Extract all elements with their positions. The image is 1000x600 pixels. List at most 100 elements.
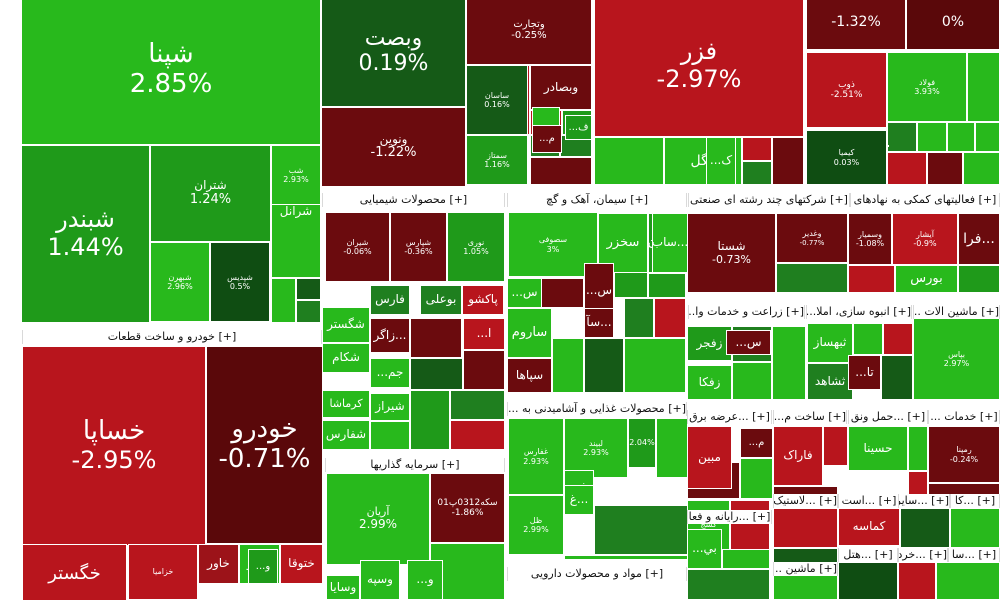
sector-header[interactable]: [+] خودرو و ساخت قطعات [22,330,322,344]
stock-tile[interactable]: شفارس [322,420,370,450]
stock-tile[interactable]: شب 2.93% [271,145,321,205]
stock-tile-unlabeled[interactable] [975,122,1000,152]
stock-tile-unlabeled[interactable] [450,420,505,450]
sector-header[interactable]: [+] خدمات ... [928,410,1000,424]
stock-tile-unlabeled[interactable] [772,326,806,400]
stock-tile[interactable]: ...جم [370,358,410,388]
stock-tile-unlabeled[interactable] [950,508,1000,548]
stock-tile[interactable]: وسمیار -1.08% [848,213,892,265]
stock-tile[interactable]: غفارس 2.93% [508,418,564,495]
stock-tile-unlabeled[interactable] [853,323,883,355]
stock-tile[interactable]: سمتاز 1.16% [466,135,528,185]
sector-header[interactable]: [+] ساخت م... [773,410,847,424]
stock-tile[interactable]: ظل 2.99% [508,495,564,555]
stock-tile[interactable]: ...بي [687,529,722,569]
stock-tile[interactable]: شکام [322,343,370,373]
stock-tile[interactable]: حسینا [848,426,908,471]
stock-tile-unlabeled[interactable] [296,278,321,300]
stock-tile-unlabeled[interactable] [881,355,913,400]
stock-tile[interactable]: شپنا 2.85% [21,0,321,145]
stock-tile[interactable]: ثبهساز [807,323,853,363]
stock-tile[interactable]: سپاها [507,358,552,393]
stock-tile-unlabeled[interactable] [370,421,410,450]
stock-tile[interactable] [730,500,770,550]
stock-tile[interactable]: شیراز [370,393,410,421]
stock-tile[interactable]: کماسه [838,508,900,546]
stock-tile-unlabeled[interactable] [654,298,686,338]
stock-tile-unlabeled[interactable] [687,569,770,600]
stock-tile[interactable]: ثشاهد [807,363,853,400]
stock-tile[interactable]: ساب... [652,213,688,273]
stock-tile[interactable]: وتجارت -0.25% [466,0,592,65]
stock-tile[interactable]: شپدیس 0.5% [210,242,270,322]
stock-tile[interactable]: ...ک [706,137,736,185]
stock-tile-unlabeled[interactable] [296,300,321,323]
stock-tile[interactable]: ساروم [507,308,552,358]
stock-tile-unlabeled[interactable] [917,122,947,152]
stock-tile-unlabeled[interactable] [887,152,927,185]
stock-tile[interactable]: ذوب -2.51% [806,52,887,128]
stock-tile-unlabeled[interactable] [838,562,898,600]
stock-tile-unlabeled[interactable] [773,575,838,600]
sector-header[interactable]: [+] ...رایانه و فعا [687,510,772,524]
stock-tile-unlabeled[interactable] [887,145,889,147]
stock-tile-unlabeled[interactable] [530,157,592,185]
stock-tile[interactable]: شگستر [322,307,370,343]
stock-tile[interactable]: سکه0312پ01 -1.86% [430,473,505,543]
stock-tile-unlabeled[interactable] [463,350,505,390]
stock-tile[interactable]: شپارس -0.36% [390,212,447,282]
stock-tile-unlabeled[interactable] [624,338,686,393]
stock-tile-unlabeled[interactable] [773,508,838,548]
stock-tile[interactable]: شبهرن 2.96% [150,242,210,322]
stock-tile-unlabeled[interactable] [936,562,1000,600]
stock-tile[interactable]: فاراک [773,426,823,486]
stock-tile[interactable]: شیران -0.06% [325,212,390,282]
stock-tile[interactable]: وبصت 0.19% [321,0,466,107]
stock-tile[interactable]: ...ا [463,318,505,350]
stock-tile-unlabeled[interactable] [537,278,584,308]
stock-tile[interactable]: ...و [248,549,278,584]
stock-tile-unlabeled[interactable] [410,390,450,450]
sector-header[interactable]: [+] ...است [838,494,900,508]
stock-tile-unlabeled[interactable] [450,390,505,420]
stock-tile-unlabeled[interactable] [410,318,462,358]
stock-tile[interactable]: آیشار -0.9% [892,213,958,265]
stock-tile[interactable]: -1.32% [806,0,906,50]
stock-tile[interactable]: ...م [740,428,773,458]
stock-tile[interactable]: فولاد 3.93% [887,52,967,122]
stock-tile[interactable]: بپاس 2.97% [913,318,1000,400]
stock-tile-unlabeled[interactable] [732,362,772,400]
stock-tile-unlabeled[interactable] [967,52,1000,122]
sector-header[interactable]: [+] ...هتل [838,548,898,562]
stock-tile[interactable]: فارس [370,285,410,315]
stock-tile[interactable]: ونوین -1.22% [321,107,466,187]
stock-tile-unlabeled[interactable] [624,298,654,338]
stock-tile-unlabeled[interactable] [900,508,950,548]
stock-tile-unlabeled[interactable] [776,263,848,293]
stock-tile-unlabeled[interactable] [271,278,296,323]
stock-tile-unlabeled[interactable] [742,137,772,161]
stock-tile[interactable]: 0% [906,0,1000,50]
stock-tile[interactable]: نوری 1.05% [447,212,505,282]
sector-header[interactable]: [+] سرمایه گذاریها [325,458,505,472]
stock-tile[interactable]: ...س [726,330,771,355]
sector-header[interactable]: [+] ...عرضه برق [687,410,772,424]
stock-tile-unlabeled[interactable] [848,265,895,293]
stock-tile[interactable]: وسپه [360,560,400,600]
stock-tile[interactable]: شبندر 1.44% [21,145,150,323]
stock-tile-unlabeled[interactable] [958,265,1000,293]
stock-tile[interactable]: زاگر... [370,318,410,353]
stock-tile-unlabeled[interactable] [908,426,928,471]
sector-header[interactable]: [+] ماشین الات ... [913,305,1000,319]
stock-tile[interactable]: خودرو -0.71% [206,346,323,544]
stock-tile[interactable]: غ... [564,485,594,515]
stock-tile-unlabeled[interactable] [887,122,917,152]
stock-tile-unlabeled[interactable] [742,161,772,185]
stock-tile-unlabeled[interactable] [410,358,463,390]
stock-tile[interactable]: ...تا [848,355,881,390]
sector-header[interactable]: [+] فعالیتهای کمکی به نهادهای [850,193,1000,207]
stock-tile-unlabeled[interactable] [552,338,584,393]
stock-tile[interactable]: ...ف [565,115,592,140]
sector-header[interactable]: [+] ...خرد [898,548,948,562]
stock-tile[interactable]: سصوفی 3% [508,212,598,277]
